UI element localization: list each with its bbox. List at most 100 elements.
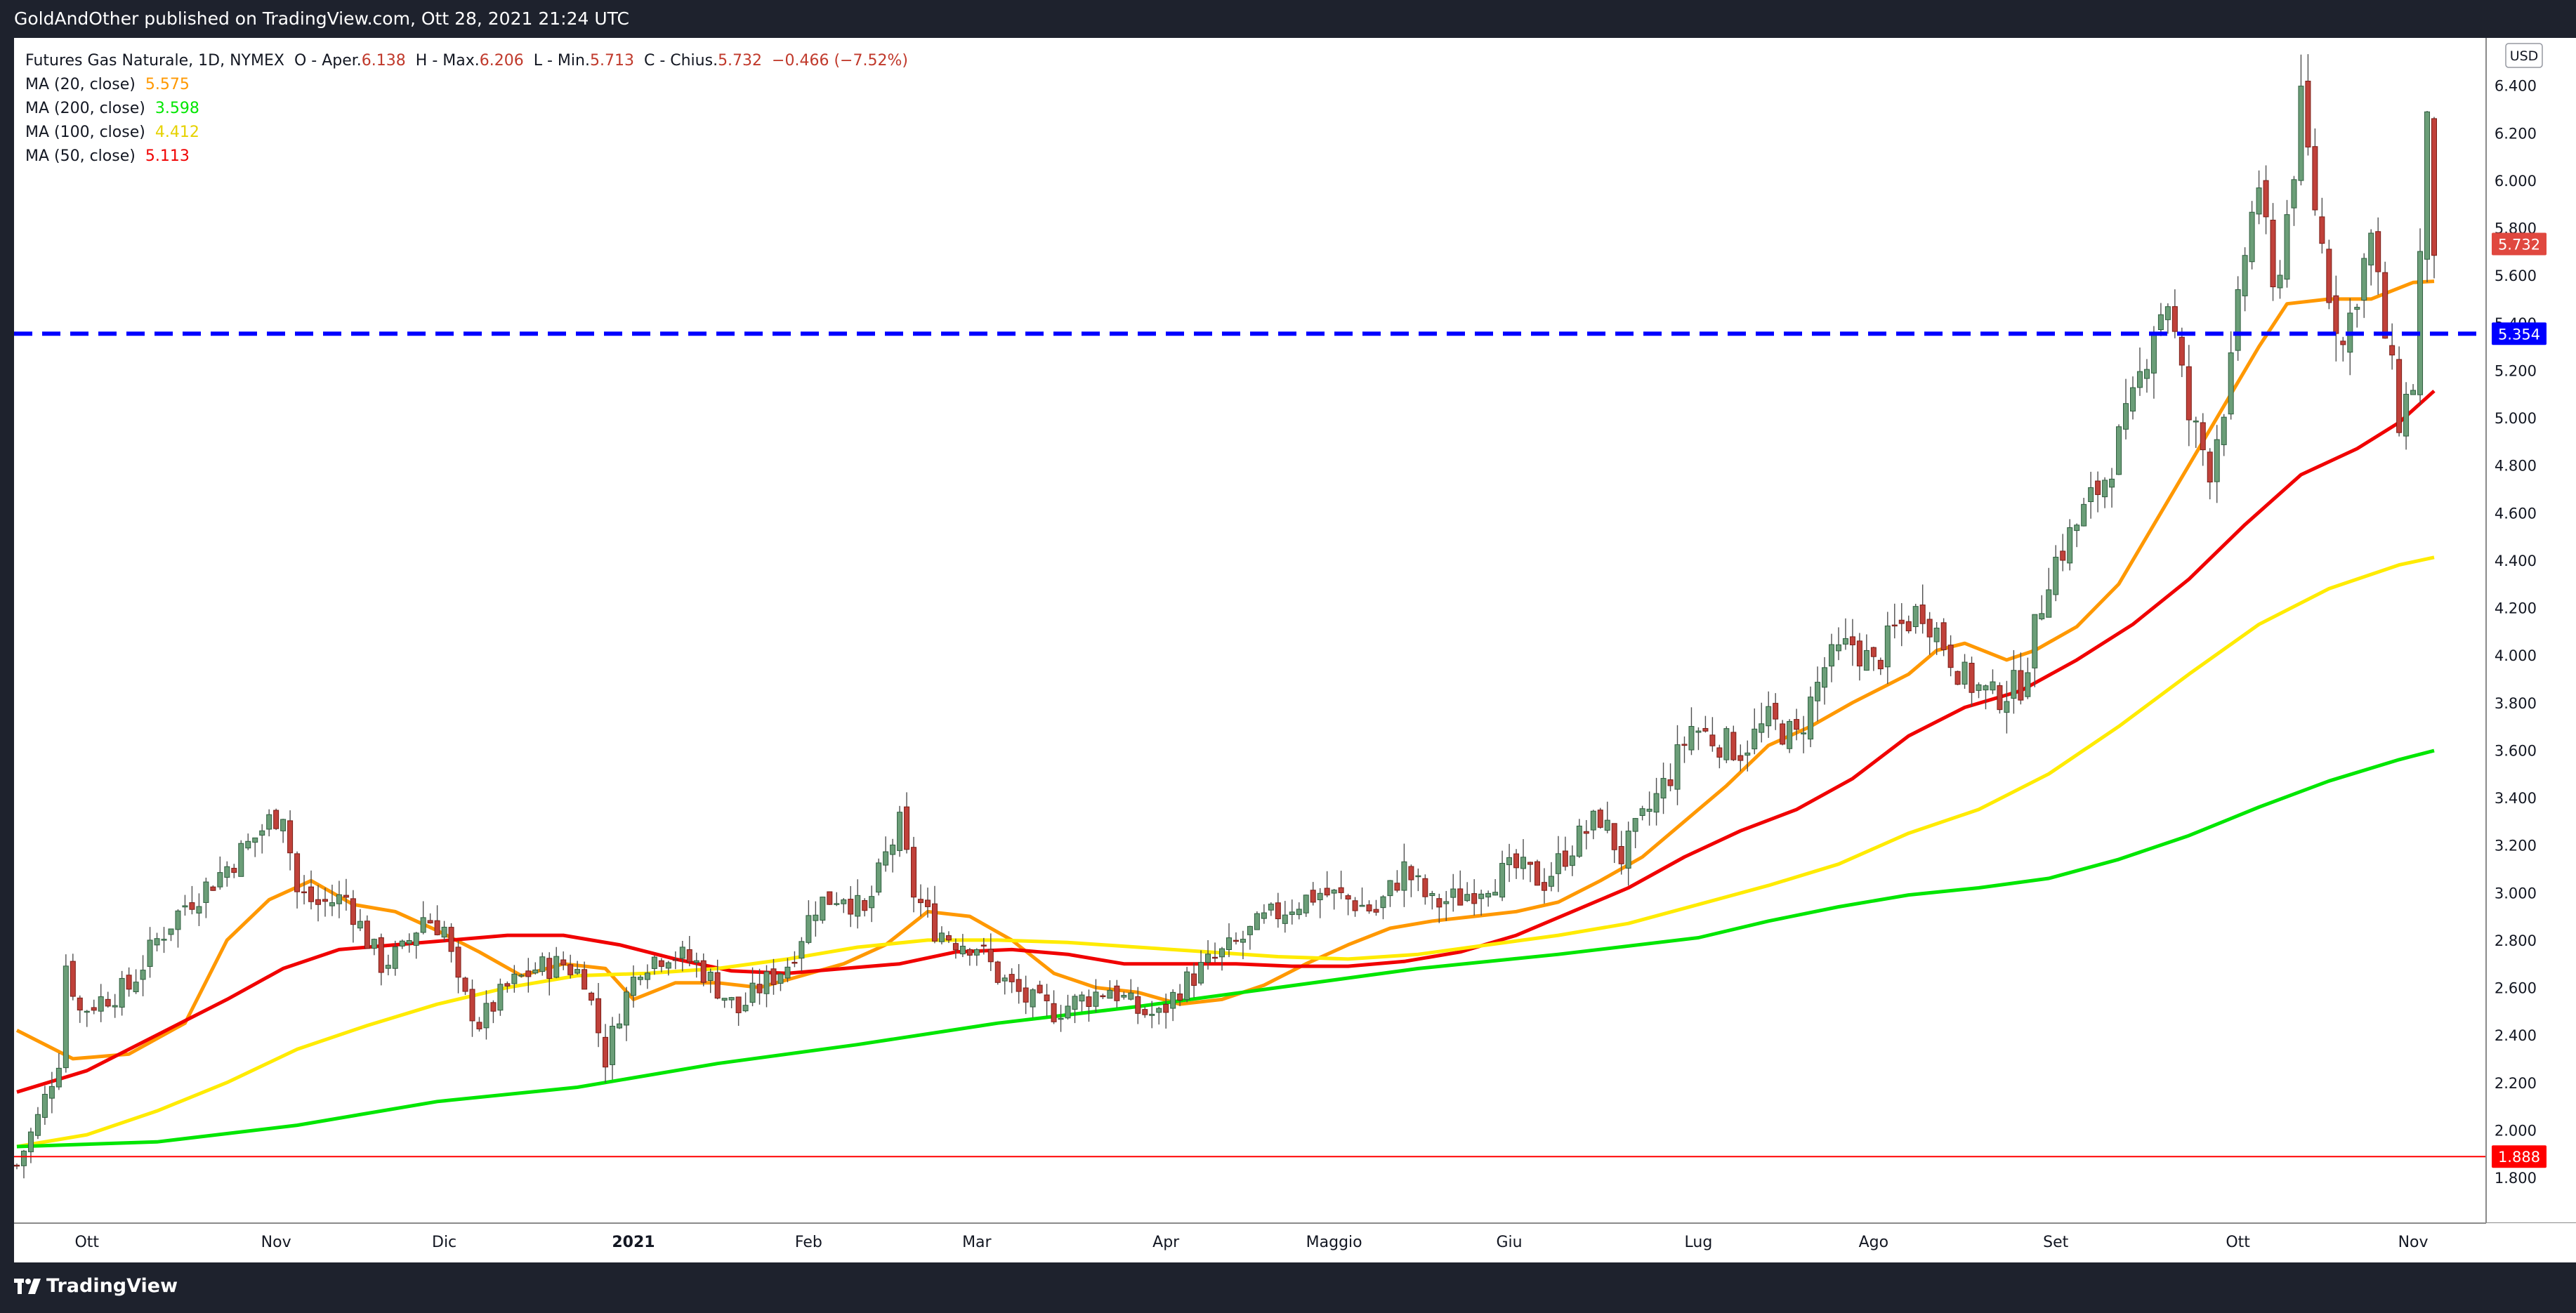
candle: [1674, 725, 1681, 805]
candle: [2249, 201, 2255, 270]
candle: [834, 892, 840, 906]
candle: [14, 1163, 20, 1170]
candle: [1702, 715, 1709, 733]
candle: [1225, 923, 1232, 958]
candle: [1296, 902, 1302, 920]
tradingview-logo[interactable]: TradingView: [14, 1275, 178, 1297]
candle: [553, 946, 560, 979]
candle: [2333, 275, 2339, 362]
candle: [1780, 720, 1786, 746]
candle: [848, 885, 854, 928]
candle: [2095, 471, 2101, 513]
low-value: 5.713: [589, 52, 634, 70]
chart-area[interactable]: [14, 38, 2486, 1223]
candle: [1590, 810, 1596, 840]
candle: [1023, 975, 1029, 1015]
x-tick-label: Nov: [2398, 1234, 2429, 1251]
moving-average-lines: [15, 279, 2436, 1149]
y-tick-label: 4.800: [2495, 458, 2537, 475]
candle: [525, 958, 532, 993]
candle: [462, 976, 468, 996]
candle: [2060, 534, 2066, 572]
candle: [1184, 967, 1190, 1003]
candle: [1387, 880, 1393, 907]
candle: [2129, 376, 2136, 420]
candle: [2046, 567, 2052, 618]
candle: [959, 934, 966, 958]
candle: [1093, 979, 1099, 1012]
legend-ma-20: MA (20, close) 5.575: [25, 73, 908, 97]
y-tick-label: 1.800: [2495, 1170, 2537, 1187]
candle: [1919, 584, 1926, 634]
candle: [343, 878, 349, 911]
candle: [2200, 413, 2206, 466]
candle: [1142, 1006, 1148, 1018]
published-text: GoldAndOther published on TradingView.co…: [14, 8, 629, 29]
x-tick-label: Apr: [1152, 1234, 1180, 1251]
candle: [2368, 229, 2374, 286]
candle: [1135, 987, 1141, 1024]
candle: [147, 927, 153, 978]
candle: [1254, 911, 1260, 930]
candle: [41, 1086, 48, 1125]
candle: [371, 938, 377, 956]
candle: [763, 965, 770, 1008]
high-label: H: [415, 52, 428, 70]
candle: [1233, 932, 1239, 945]
candle: [1877, 657, 1884, 675]
candle: [1506, 843, 1513, 883]
candle: [154, 932, 160, 951]
candle: [231, 864, 237, 878]
candle: [2074, 523, 2080, 548]
price-axis: 1.800 2.000 2.200 2.400 2.600 2.800 3.000 3.200…: [2485, 38, 2576, 1223]
y-tick-label: 4.600: [2495, 505, 2537, 522]
candle: [2207, 448, 2213, 500]
candle: [322, 888, 328, 917]
candle: [2326, 239, 2332, 310]
candle: [175, 909, 181, 948]
candle: [911, 836, 917, 913]
candle: [2319, 197, 2325, 254]
candle: [2242, 247, 2248, 312]
currency-badge[interactable]: [2505, 43, 2543, 68]
candle: [105, 991, 111, 1008]
candle: [2179, 327, 2185, 378]
candle: [1415, 869, 1421, 892]
price-label: [2492, 322, 2547, 345]
candle: [617, 1013, 623, 1029]
candle: [700, 953, 707, 987]
candle: [1121, 991, 1127, 1000]
ma-line: [15, 279, 2435, 1061]
candle: [2354, 303, 2360, 328]
candle: [217, 856, 223, 890]
candle: [630, 965, 636, 1008]
y-tick-label: 5.200: [2495, 362, 2537, 379]
open-text: - Aper.: [311, 52, 362, 70]
candle: [301, 875, 308, 905]
candle: [133, 969, 139, 994]
candle: [112, 994, 118, 1018]
candle: [749, 967, 756, 1007]
candle: [1247, 925, 1253, 950]
candle: [918, 884, 924, 917]
candle: [813, 901, 819, 937]
candle: [518, 973, 525, 978]
candle: [2291, 176, 2297, 226]
candle: [2424, 110, 2431, 282]
candle: [1947, 635, 1954, 677]
candle: [469, 979, 475, 1037]
candle: [1520, 839, 1527, 880]
candle: [1107, 980, 1113, 999]
candle: [1219, 946, 1225, 971]
candle: [1408, 864, 1414, 897]
candle: [2298, 54, 2304, 186]
candle: [658, 958, 664, 972]
candle: [1114, 979, 1120, 1008]
candle: [1752, 708, 1758, 755]
ma-line: [16, 389, 2436, 1094]
candle: [2305, 54, 2311, 156]
candle: [1037, 980, 1043, 994]
candle: [1940, 618, 1947, 656]
candle: [1422, 874, 1428, 905]
